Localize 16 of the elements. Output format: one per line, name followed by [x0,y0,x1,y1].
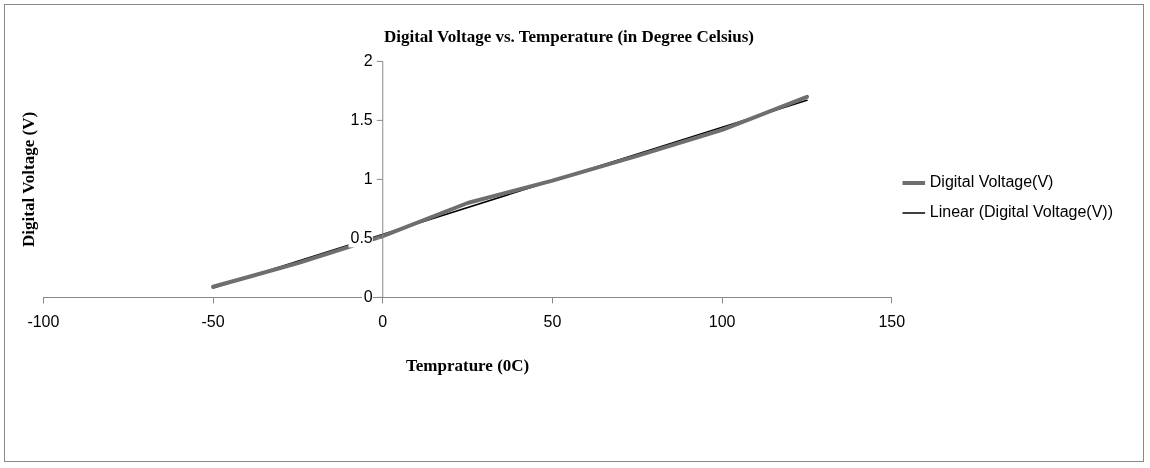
y-tick-label: 0.5 [350,228,373,246]
x-tick-label: 0 [378,313,388,331]
x-axis-title: Temprature (0C) [405,356,530,376]
x-tick-label: 100 [708,313,736,331]
chart-title: Digital Voltage vs. Temperature (in Degree Celsius) [383,26,755,46]
x-tick-label: -50 [201,313,225,331]
y-tick-label: 0 [363,287,373,305]
y-tick-label: 1 [363,169,373,187]
x-tick-label: -100 [27,313,60,331]
y-tick-label: 1.5 [350,110,373,128]
legend-label: Linear (Digital Voltage(V)) [929,203,1114,221]
x-tick-label: 150 [878,313,906,331]
y-tick-label: 2 [363,51,373,69]
legend-label: Digital Voltage(V) [929,173,1054,191]
x-tick-label: 50 [543,313,562,331]
y-axis-title: Digital Voltage (V) [18,111,38,247]
